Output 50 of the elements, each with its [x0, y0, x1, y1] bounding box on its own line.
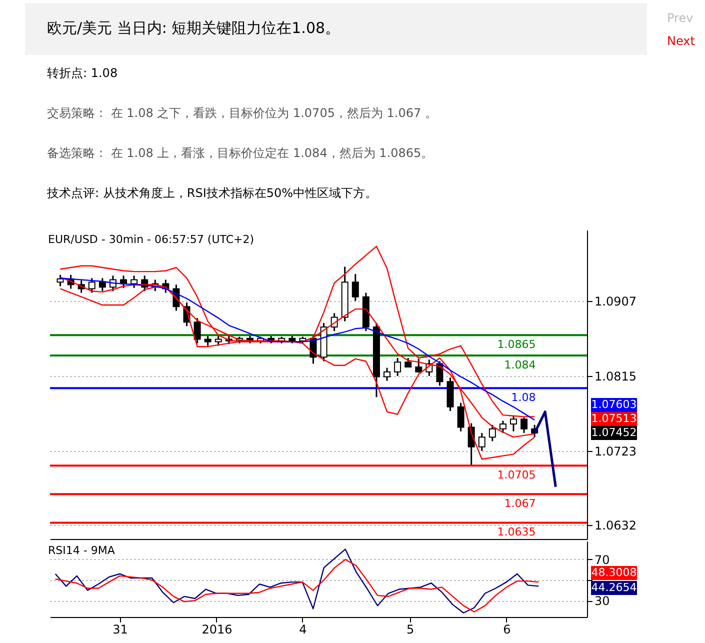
- y-tick-label: 70: [594, 552, 610, 567]
- chart-title: RSI14 - 9MA: [48, 544, 116, 557]
- candlestick: [394, 357, 402, 377]
- text: 1.07603: [591, 398, 637, 411]
- text: 1.07513: [591, 412, 637, 425]
- text: 备选策略： 在 1.08 上，看涨，目标价位定在 1.084，然后为 1.0865。: [47, 146, 434, 160]
- candlestick: [214, 334, 222, 347]
- text: Next: [667, 34, 696, 48]
- candlestick: [415, 358, 422, 374]
- ref-line-label: 1.0705: [497, 468, 536, 482]
- x-tick-label: 5: [406, 622, 414, 636]
- text: 转折点: 1.08: [47, 66, 118, 80]
- ref-line-label: 1.067: [504, 497, 536, 510]
- candlestick: [510, 415, 517, 432]
- candlestick: [384, 367, 391, 382]
- ref-line-label: 1.084: [504, 358, 536, 372]
- ref-line-label: 1.0865: [497, 338, 536, 352]
- text: 44.2654: [591, 581, 637, 594]
- line-series: [54, 558, 540, 612]
- candlestick: [488, 424, 496, 442]
- candlestick: [352, 273, 359, 302]
- text: 1.07452: [591, 426, 637, 439]
- candlestick: [88, 277, 96, 294]
- candlestick: [457, 402, 464, 432]
- ref-line-label: 1.0635: [497, 526, 536, 539]
- y-tick-label: 1.0723: [594, 444, 636, 458]
- text: 交易策略： 在 1.08 之下，看跌，目标价位为 1.0705，然后为 1.067 。: [47, 106, 437, 120]
- y-tick-label: 30: [594, 594, 610, 608]
- ref-line-label: 1.08: [511, 391, 536, 404]
- x-tick-label: 6: [503, 622, 511, 636]
- candlestick: [130, 274, 138, 289]
- x-tick-label: 2016: [202, 622, 232, 636]
- candlestick: [194, 317, 201, 344]
- candlestick: [436, 360, 444, 386]
- y-tick-label: 1.0815: [594, 369, 636, 384]
- x-tick-label: 4: [299, 622, 307, 636]
- candlestick: [204, 334, 212, 347]
- candlestick: [520, 416, 528, 434]
- candlestick: [98, 277, 106, 292]
- y-tick-label: 1.0907: [594, 294, 636, 308]
- x-tick-label: 31: [112, 622, 128, 636]
- candlestick: [478, 432, 486, 452]
- chart-subtitle: EUR/USD - 30min - 06:57:57 (UTC+2): [48, 233, 254, 246]
- chart-title: 欧元/美元 当日内: 短期关键阻力位在1.08。: [47, 19, 340, 37]
- candlestick: [499, 420, 506, 434]
- text: 48.3008: [591, 566, 637, 579]
- text: 技术点评: 从技术角度上，RSI技术指标在50%中性区域下方。: [46, 186, 378, 200]
- y-tick-label: 1.0632: [594, 518, 636, 533]
- candlestick: [56, 274, 64, 288]
- text: Prev: [667, 11, 694, 25]
